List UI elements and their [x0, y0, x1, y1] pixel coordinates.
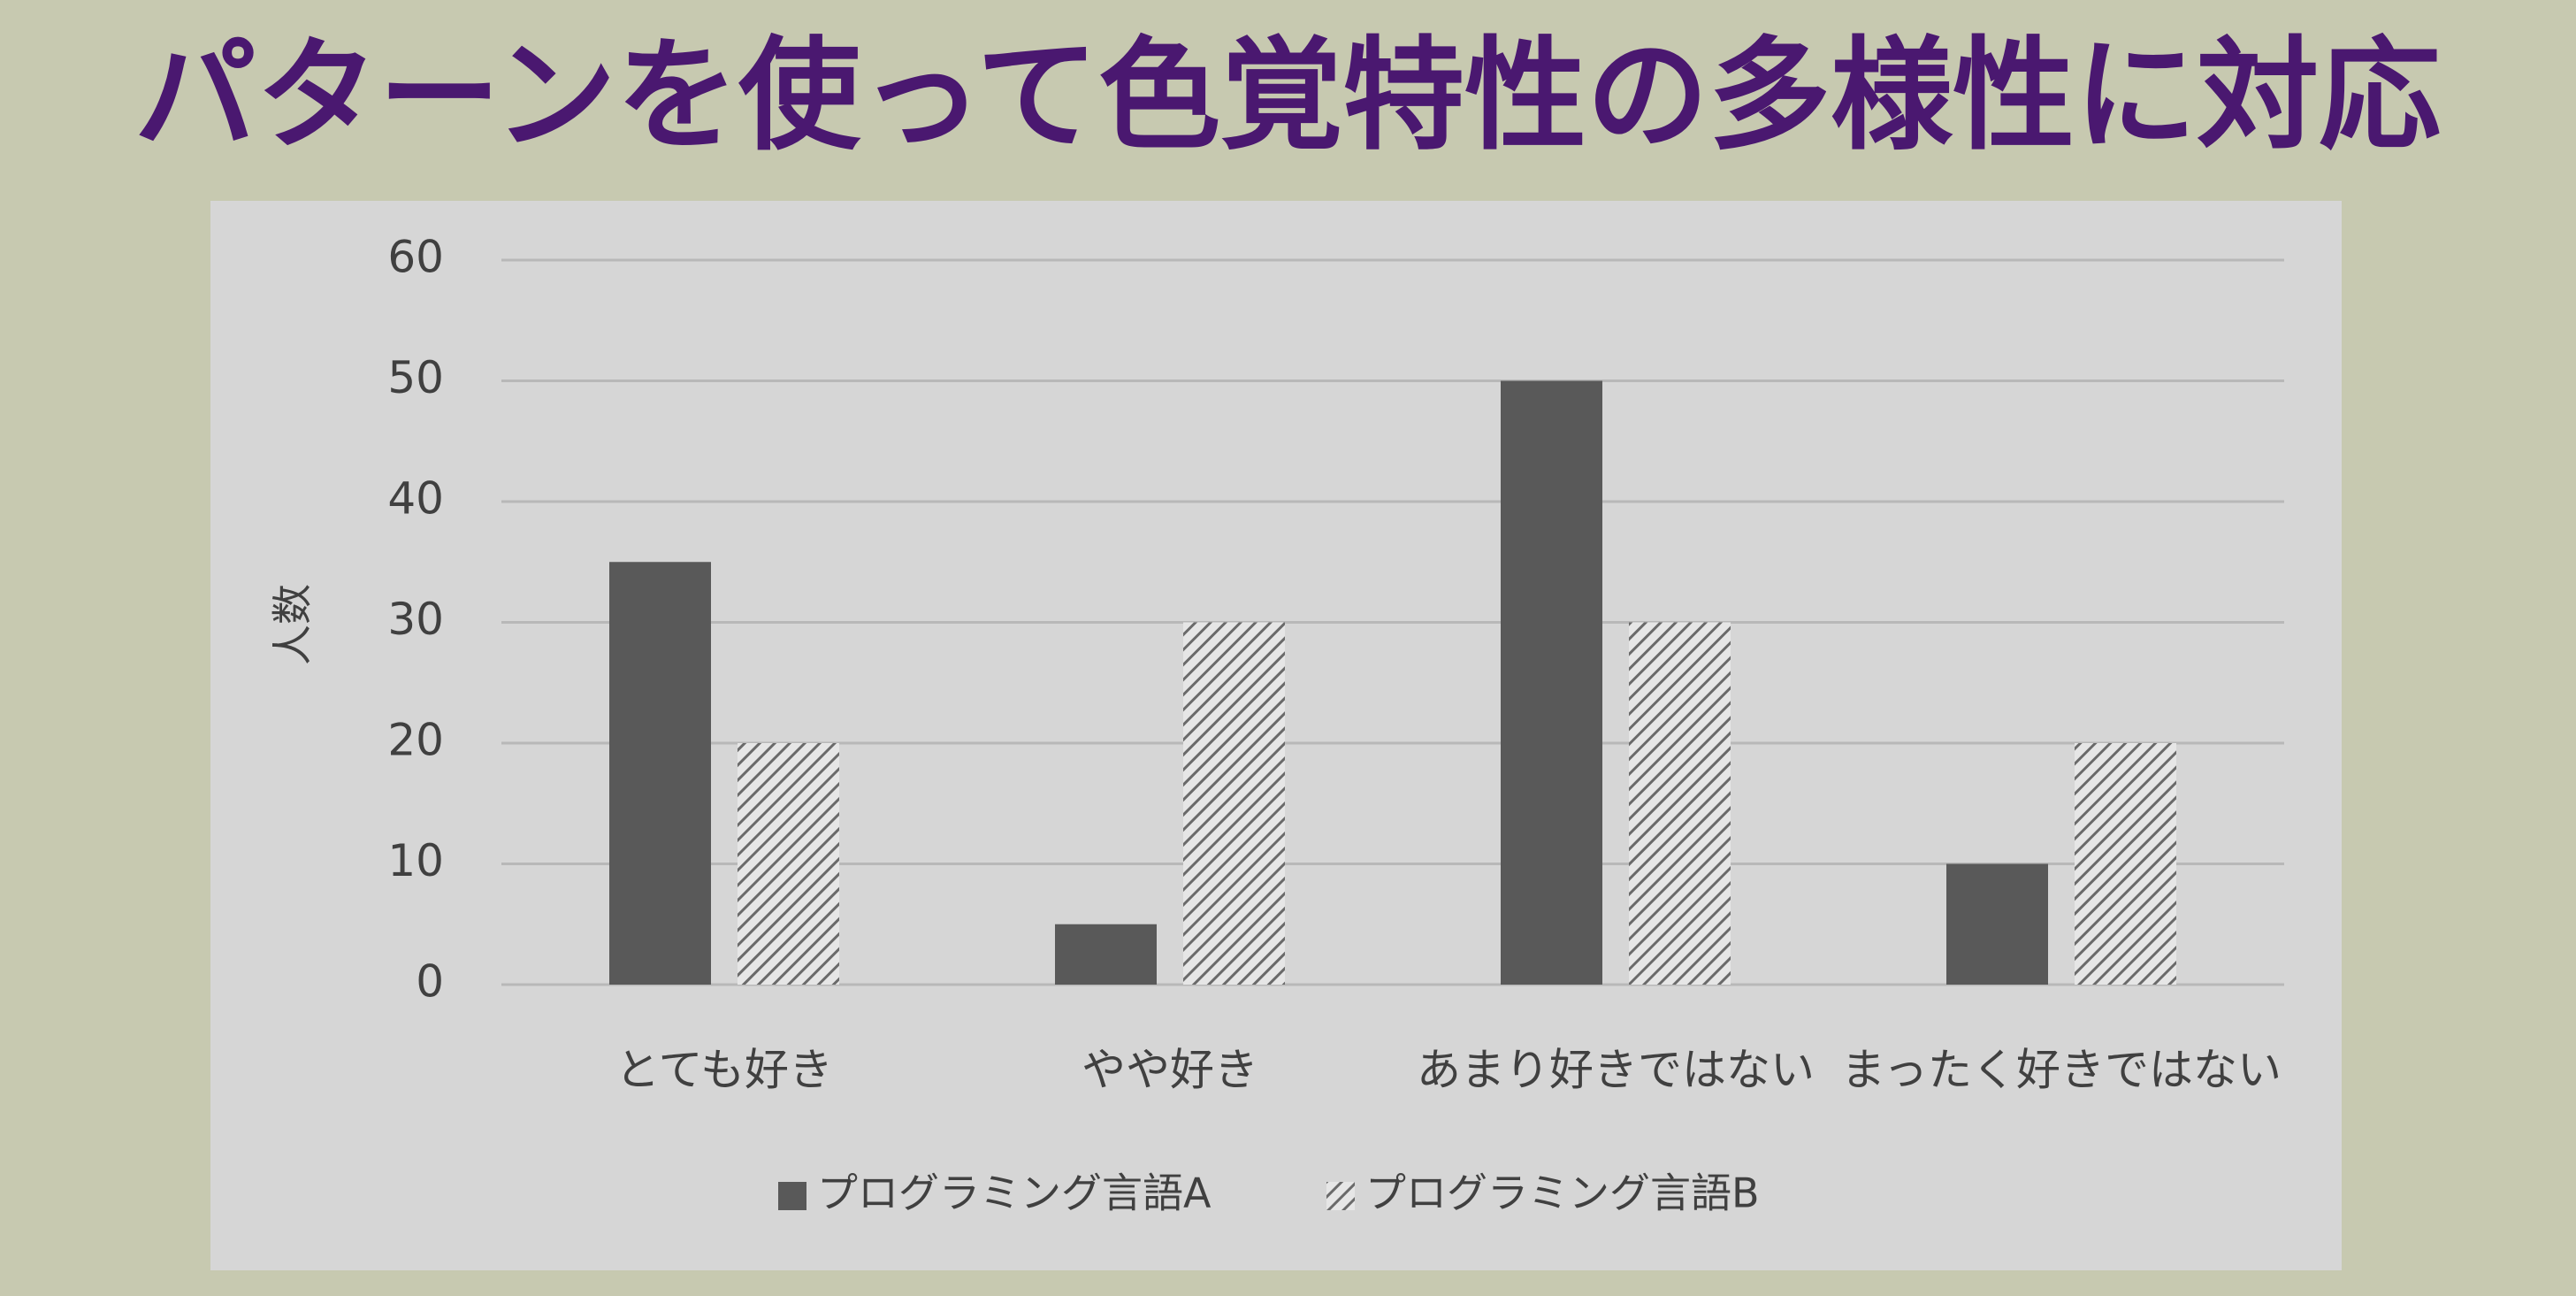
y-tick-label: 20	[387, 715, 444, 766]
legend-swatch	[1326, 1182, 1355, 1210]
chart-title: パターンを使って色覚特性の多様性に対応	[134, 25, 2441, 167]
legend-label: プログラミング言語A	[817, 1169, 1212, 1217]
y-axis-label: 人数	[269, 584, 317, 665]
y-tick-label: 0	[416, 956, 444, 1008]
x-tick-label: とても好き	[615, 1045, 833, 1096]
y-tick-label: 60	[387, 232, 444, 283]
y-tick-label: 10	[387, 835, 444, 886]
x-tick-label: まったく好きではない	[1841, 1045, 2282, 1096]
x-tick-label: あまり好きではない	[1417, 1045, 1815, 1096]
bar	[1055, 924, 1157, 985]
y-tick-label: 40	[387, 473, 444, 525]
y-tick-label: 30	[387, 594, 444, 645]
legend-label: プログラミング言語B	[1365, 1169, 1760, 1217]
bar	[2075, 743, 2176, 985]
bar	[1946, 863, 2048, 985]
bar	[1183, 622, 1285, 985]
bar	[1629, 622, 1731, 985]
y-tick-label: 50	[387, 352, 444, 403]
x-tick-label: やや好き	[1082, 1045, 1258, 1096]
bar	[738, 743, 839, 985]
legend-swatch	[778, 1182, 806, 1210]
bar	[609, 562, 711, 985]
bar	[1501, 380, 1602, 985]
